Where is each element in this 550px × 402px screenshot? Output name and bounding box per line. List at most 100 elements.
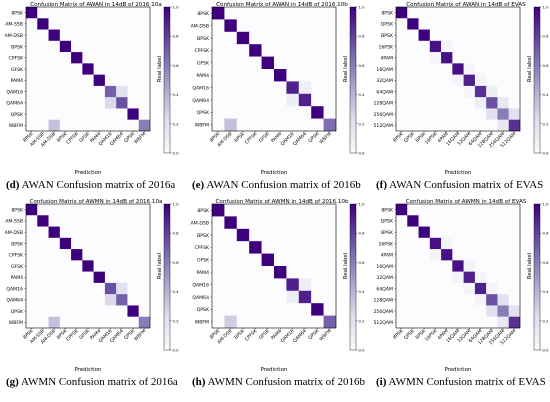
caption-letter: (e): [192, 179, 205, 191]
heatmap-cell: [474, 52, 487, 64]
heatmap-cell: [82, 40, 94, 53]
heatmap-cell: [116, 215, 128, 227]
heatmap-cell: [463, 305, 476, 317]
heatmap-cell: [474, 237, 487, 250]
heatmap-cell: [249, 81, 262, 94]
heatmap-cell: [311, 303, 324, 316]
heatmap-cell: [441, 52, 453, 64]
heatmap-cell: [486, 40, 498, 53]
heatmap-cell: [396, 215, 408, 227]
heatmap-cell: [463, 63, 476, 75]
y-axis-label: Real label: [343, 56, 349, 82]
colorbar-tick-label: 1.0: [543, 5, 550, 10]
heatmap-cell: [298, 266, 312, 279]
heatmap-cell: [323, 315, 337, 329]
heatmap-cell: [441, 18, 453, 30]
heatmap-cell: [407, 204, 419, 216]
heatmap-cell: [261, 56, 275, 70]
y-tick-label: 16QAM: [376, 67, 393, 73]
heatmap-cell: [138, 29, 151, 41]
heatmap-cell: [508, 40, 521, 53]
heatmap-cell: [48, 63, 60, 75]
heatmap-cell: [474, 316, 487, 329]
heatmap-cell: [37, 74, 49, 87]
heatmap-cell: [236, 106, 250, 119]
heatmap-cell: [418, 18, 430, 30]
heatmap-cell: [286, 216, 299, 229]
x-tick-label: GFSK: [258, 327, 271, 340]
heatmap-cell: [127, 7, 139, 19]
y-tick-label: AM-DSB: [5, 230, 23, 236]
heatmap-cell: [48, 74, 60, 87]
colorbar-tick-label: 0.2: [359, 318, 366, 323]
heatmap-cell: [212, 228, 225, 242]
heatmap-cell: [116, 316, 128, 329]
heatmap-cell: [474, 7, 487, 19]
x-tick-label: WBFM: [318, 131, 332, 145]
heatmap-cell: [286, 7, 299, 20]
heatmap-cell: [429, 282, 442, 295]
heatmap-cell: [93, 63, 106, 75]
y-tick-label: 8PSK: [197, 208, 210, 214]
heatmap-cell: [396, 271, 408, 284]
heatmap-cell: [508, 74, 521, 87]
heatmap-cell: [274, 204, 287, 217]
colorbar: [349, 203, 357, 351]
colorbar-tick-label: 0.8: [359, 231, 366, 236]
heatmap-cell: [323, 228, 337, 242]
heatmap-cell: [508, 316, 521, 329]
heatmap-cell: [104, 215, 117, 227]
heatmap-cell: [474, 108, 487, 120]
heatmap-cell: [452, 7, 464, 19]
heatmap-cell: [93, 226, 106, 238]
heatmap-cell: [127, 63, 139, 75]
heatmap-cell: [104, 119, 117, 132]
heatmap-cell: [261, 44, 275, 57]
heatmap-cell: [116, 63, 128, 75]
heatmap-cell: [474, 305, 487, 317]
heatmap-cell: [82, 74, 94, 87]
heatmap-cell: [429, 271, 442, 284]
heatmap-cell: [82, 119, 94, 132]
heatmap-cell: [236, 315, 250, 329]
heatmap-cell: [497, 85, 509, 98]
y-tick-label: 32QAM: [376, 78, 393, 84]
colorbar-tick-label: 0.6: [543, 63, 550, 68]
heatmap-cell: [71, 97, 83, 109]
heatmap-cell: [298, 44, 312, 57]
heatmap-cell: [463, 294, 476, 306]
heatmap-cell: [418, 237, 430, 250]
x-axis-label: Prediction: [75, 367, 102, 373]
heatmap-cell: [407, 29, 419, 41]
heatmap-cell: [224, 93, 237, 107]
y-tick-label: QPSK: [197, 307, 210, 313]
heatmap-cell: [396, 282, 408, 295]
y-tick-label: 4PAM: [380, 253, 393, 259]
heatmap-cell: [407, 271, 419, 284]
colorbar-tick-label: 0.2: [173, 318, 180, 323]
heatmap-cell: [463, 271, 476, 284]
heatmap-cell: [497, 282, 509, 295]
heatmap-cell: [26, 282, 38, 295]
heatmap-cell: [407, 7, 419, 19]
heatmap-cell: [261, 93, 275, 107]
heatmap-cell: [26, 97, 38, 109]
heatmap-cell: [298, 315, 312, 329]
heatmap-cell: [474, 119, 487, 132]
caption-text: AWAN Confusion matrix of EVAS: [387, 179, 544, 191]
heatmap-cell: [474, 97, 487, 109]
heatmap-cell: [323, 241, 337, 254]
heatmap-cell: [274, 69, 287, 82]
heatmap-cell: [452, 74, 464, 87]
heatmap-cell: [37, 215, 49, 227]
heatmap-cell: [396, 226, 408, 238]
heatmap-cell: [418, 74, 430, 87]
heatmap-cell: [497, 18, 509, 30]
x-axis-label: Prediction: [75, 170, 102, 176]
heatmap-cell: [261, 278, 275, 291]
heatmap-cell: [104, 316, 117, 329]
heatmap-cell: [486, 7, 498, 19]
heatmap-cell: [441, 260, 453, 272]
heatmap-cell: [116, 237, 128, 250]
